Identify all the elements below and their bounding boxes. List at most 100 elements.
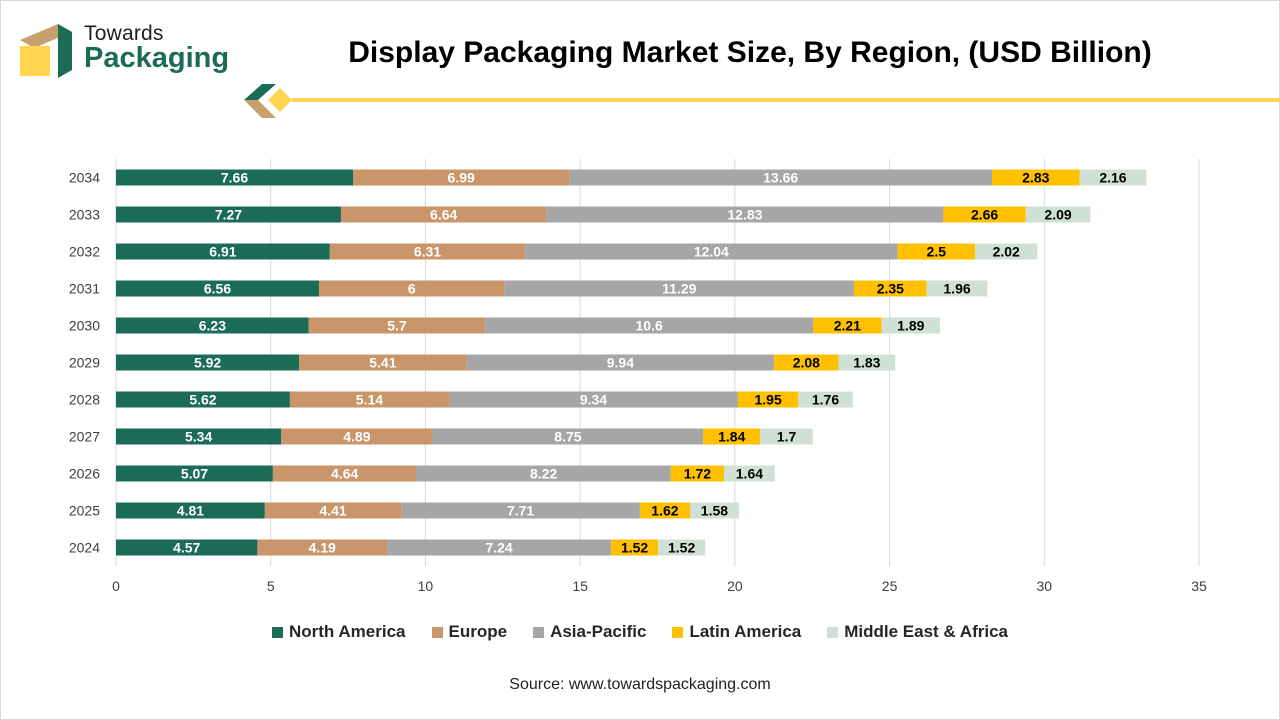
data-label: 2.83 <box>1022 170 1049 186</box>
bar-segment <box>257 539 388 556</box>
bar-segment <box>401 502 640 519</box>
bar-segment <box>525 243 898 260</box>
x-tick-label: 30 <box>1036 578 1052 594</box>
bar-segment <box>289 391 449 408</box>
x-tick-label: 25 <box>882 578 898 594</box>
bar-segment <box>838 354 896 371</box>
data-label: 8.22 <box>530 466 557 482</box>
bar-segment <box>116 391 290 408</box>
data-label: 2.35 <box>877 281 904 297</box>
bar-segment <box>670 465 725 482</box>
legend-item: North America <box>271 622 406 642</box>
bar-segment <box>760 428 813 445</box>
bar-segment <box>448 391 738 408</box>
data-label: 1.52 <box>668 540 695 556</box>
data-label: 6.31 <box>414 244 441 260</box>
data-label: 12.83 <box>727 207 762 223</box>
bar-segment <box>639 502 690 519</box>
legend-label: North America <box>288 622 406 641</box>
bar-segment <box>318 280 505 297</box>
legend-swatch <box>672 626 684 638</box>
data-label: 2.21 <box>834 318 861 334</box>
bar-segment <box>353 169 570 186</box>
data-label: 1.72 <box>684 466 711 482</box>
x-tick-label: 0 <box>112 578 120 594</box>
chart-title: Display Packaging Market Size, By Region… <box>348 36 1152 69</box>
legend-label: Middle East & Africa <box>844 622 1008 641</box>
bar-segment <box>340 206 547 223</box>
bar-segment <box>724 465 775 482</box>
data-label: 6 <box>408 281 416 297</box>
data-label: 5.41 <box>369 355 396 371</box>
data-label: 1.7 <box>777 429 797 445</box>
data-label: 1.95 <box>754 392 781 408</box>
bar-segment <box>926 280 988 297</box>
bar-segment <box>281 428 433 445</box>
bar-segment <box>813 317 882 334</box>
data-label: 1.89 <box>897 318 924 334</box>
data-label: 1.76 <box>812 392 839 408</box>
bar-segment <box>116 354 300 371</box>
legend-swatch <box>431 626 443 638</box>
data-label: 9.34 <box>580 392 607 408</box>
data-label: 2.66 <box>971 207 998 223</box>
bar-segment <box>116 428 282 445</box>
data-label: 6.91 <box>209 244 236 260</box>
data-label: 7.66 <box>221 170 248 186</box>
bar-segment <box>853 280 927 297</box>
bar-segment <box>774 354 839 371</box>
y-category-label: 2034 <box>69 170 100 186</box>
legend-item: Europe <box>431 622 508 642</box>
bar-segment <box>798 391 853 408</box>
data-label: 9.94 <box>607 355 634 371</box>
data-label: 5.7 <box>387 318 407 334</box>
x-tick-label: 35 <box>1191 578 1207 594</box>
bar-segment <box>116 280 319 297</box>
x-tick-label: 15 <box>572 578 588 594</box>
data-label: 6.23 <box>199 318 226 334</box>
data-label: 4.89 <box>343 429 370 445</box>
bar-segment <box>116 539 258 556</box>
data-label: 1.62 <box>651 503 678 519</box>
data-label: 7.71 <box>507 503 534 519</box>
legend-item: Asia-Pacific <box>533 622 646 642</box>
y-category-label: 2033 <box>69 207 100 223</box>
data-label: 2.16 <box>1099 170 1126 186</box>
bar-segment <box>569 169 992 186</box>
y-category-label: 2031 <box>69 281 100 297</box>
data-label: 13.66 <box>763 170 798 186</box>
data-label: 4.41 <box>319 503 346 519</box>
bar-segment <box>329 243 526 260</box>
bar-segment <box>485 317 814 334</box>
bar-segment <box>943 206 1026 223</box>
legend-label: Latin America <box>689 622 802 641</box>
y-category-label: 2026 <box>69 466 100 482</box>
legend-item: Middle East & Africa <box>827 622 1008 642</box>
bar-segment <box>116 206 341 223</box>
brand-line1: Towards <box>84 22 164 45</box>
legend-swatch <box>533 626 545 638</box>
data-label: 5.34 <box>185 429 212 445</box>
data-label: 4.19 <box>309 540 336 556</box>
data-label: 1.52 <box>621 540 648 556</box>
data-label: 5.14 <box>356 392 383 408</box>
bar-segment <box>974 243 1038 260</box>
y-category-label: 2029 <box>69 355 100 371</box>
data-label: 1.84 <box>718 429 745 445</box>
legend-swatch <box>271 626 283 638</box>
bar-segment <box>546 206 944 223</box>
bar-segment <box>116 243 330 260</box>
bar-segment <box>658 539 706 556</box>
data-label: 4.64 <box>331 466 358 482</box>
data-label: 1.96 <box>943 281 970 297</box>
legend-label: Europe <box>448 622 508 641</box>
bar-segment <box>611 539 659 556</box>
data-label: 5.07 <box>181 466 208 482</box>
y-category-label: 2028 <box>69 392 100 408</box>
bar-segment <box>991 169 1080 186</box>
data-label: 7.24 <box>485 540 512 556</box>
data-label: 2.5 <box>927 244 947 260</box>
bar-segment <box>881 317 941 334</box>
bar-segment <box>432 428 704 445</box>
